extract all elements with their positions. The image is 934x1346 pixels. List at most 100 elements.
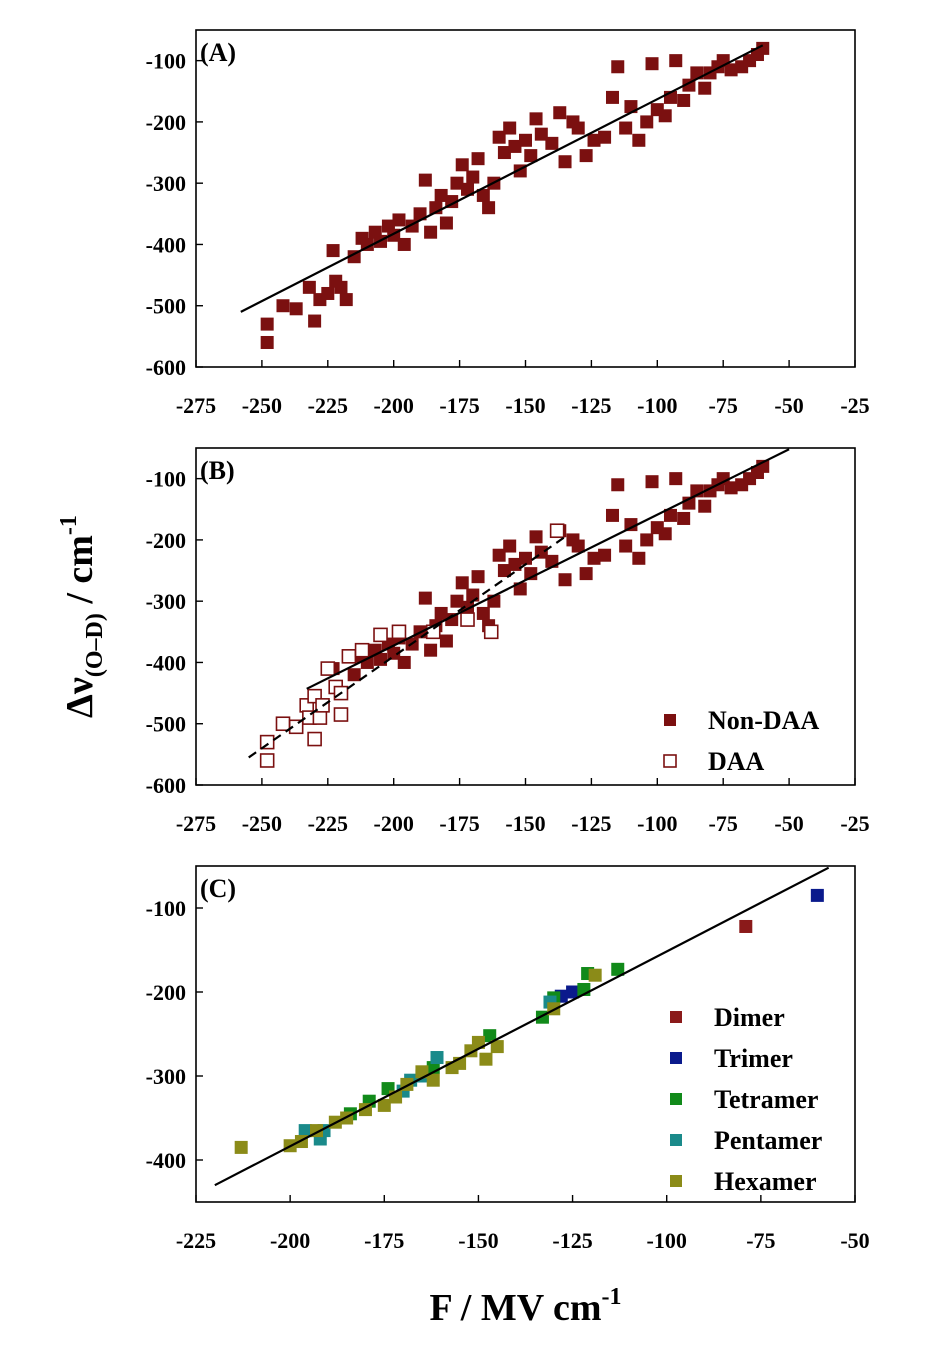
data-point xyxy=(260,335,274,349)
data-point xyxy=(549,523,565,539)
x-tick-label: -100 xyxy=(637,393,677,418)
data-point xyxy=(307,731,322,747)
data-point xyxy=(698,499,712,513)
legend-marker xyxy=(670,1175,682,1187)
legend-marker xyxy=(664,714,676,726)
y-tick-label: -600 xyxy=(146,355,186,380)
x-tick-label: -250 xyxy=(242,811,282,836)
data-point xyxy=(430,1051,444,1065)
data-point xyxy=(571,121,585,135)
data-point xyxy=(308,314,322,328)
data-point xyxy=(497,146,511,160)
y-tick-label: -500 xyxy=(146,294,186,319)
data-point xyxy=(587,551,601,565)
legend-marker xyxy=(670,1052,682,1064)
data-point xyxy=(605,508,619,522)
data-point xyxy=(519,551,532,565)
data-point xyxy=(513,582,527,596)
x-tick-label: -250 xyxy=(242,393,282,418)
data-point xyxy=(534,127,548,141)
x-tick-label: -50 xyxy=(840,1228,869,1253)
y-tick-label: -100 xyxy=(146,896,186,921)
x-tick-label: -25 xyxy=(840,393,869,418)
data-point xyxy=(645,475,659,489)
data-point xyxy=(579,149,593,163)
data-point xyxy=(619,539,633,553)
x-tick-label: -50 xyxy=(774,811,803,836)
data-point xyxy=(479,1052,493,1066)
y-axis-label: Δν(O–D) / cm-1 xyxy=(56,515,108,718)
data-point xyxy=(373,627,388,643)
data-point xyxy=(334,280,348,294)
y-label-sup: -1 xyxy=(56,515,82,535)
x-tick-label: -200 xyxy=(374,811,414,836)
data-point xyxy=(434,606,448,620)
data-point xyxy=(476,606,490,620)
data-point xyxy=(508,557,522,571)
x-tick-label: -150 xyxy=(505,393,545,418)
data-point xyxy=(312,710,328,725)
data-point xyxy=(450,594,464,608)
data-point xyxy=(426,1073,440,1087)
data-point xyxy=(450,176,464,190)
data-point xyxy=(391,624,407,640)
data-point xyxy=(482,201,496,215)
data-point xyxy=(810,888,824,902)
data-point xyxy=(483,1029,497,1043)
x-tick-label: -100 xyxy=(637,811,677,836)
y-tick-label: -200 xyxy=(146,528,186,553)
data-point xyxy=(455,158,469,172)
x-tick-label: -50 xyxy=(774,393,803,418)
data-point xyxy=(259,753,275,768)
data-point xyxy=(640,533,654,547)
data-point xyxy=(677,93,691,107)
data-point xyxy=(658,527,672,541)
data-point xyxy=(624,518,638,532)
x-label-main: F / MV cm xyxy=(429,1287,601,1329)
panel-label: (C) xyxy=(200,874,236,903)
data-point xyxy=(387,646,401,660)
y-tick-label: -100 xyxy=(146,49,186,74)
legend-label: Hexamer xyxy=(714,1167,817,1196)
legend-marker xyxy=(670,1134,682,1146)
data-point xyxy=(418,173,432,187)
x-tick-label: -200 xyxy=(374,393,414,418)
x-tick-label: -225 xyxy=(308,811,348,836)
y-tick-label: -200 xyxy=(146,110,186,135)
x-tick-label: -75 xyxy=(709,393,738,418)
data-point xyxy=(724,63,738,77)
data-point xyxy=(377,1098,391,1112)
data-point xyxy=(677,511,691,525)
data-point xyxy=(455,576,469,590)
legend-label: Non-DAA xyxy=(708,706,819,735)
data-point xyxy=(260,317,274,331)
data-point xyxy=(598,548,612,562)
y-tick-label: -100 xyxy=(146,467,186,492)
x-tick-label: -225 xyxy=(176,1228,216,1253)
x-tick-label: -200 xyxy=(270,1228,310,1253)
y-tick-label: -300 xyxy=(146,1064,186,1089)
data-point xyxy=(289,302,303,316)
data-point xyxy=(658,109,672,123)
x-tick-label: -175 xyxy=(439,393,479,418)
data-point xyxy=(497,564,511,578)
data-point xyxy=(397,237,411,251)
data-point xyxy=(645,57,659,71)
x-tick-label: -75 xyxy=(709,811,738,836)
x-tick-label: -100 xyxy=(647,1228,687,1253)
y-tick-label: -600 xyxy=(146,773,186,798)
data-point xyxy=(698,81,712,95)
data-point xyxy=(415,1065,429,1079)
data-point xyxy=(739,919,753,933)
data-point xyxy=(558,155,572,169)
data-point xyxy=(490,1040,504,1054)
data-point xyxy=(424,225,438,239)
data-point xyxy=(553,106,567,120)
data-point xyxy=(354,642,370,658)
data-point xyxy=(632,133,646,147)
data-point xyxy=(529,112,543,126)
panel-label: (A) xyxy=(200,38,236,67)
legend-label: Dimer xyxy=(714,1003,785,1032)
x-tick-label: -275 xyxy=(176,393,216,418)
data-point xyxy=(558,573,572,587)
